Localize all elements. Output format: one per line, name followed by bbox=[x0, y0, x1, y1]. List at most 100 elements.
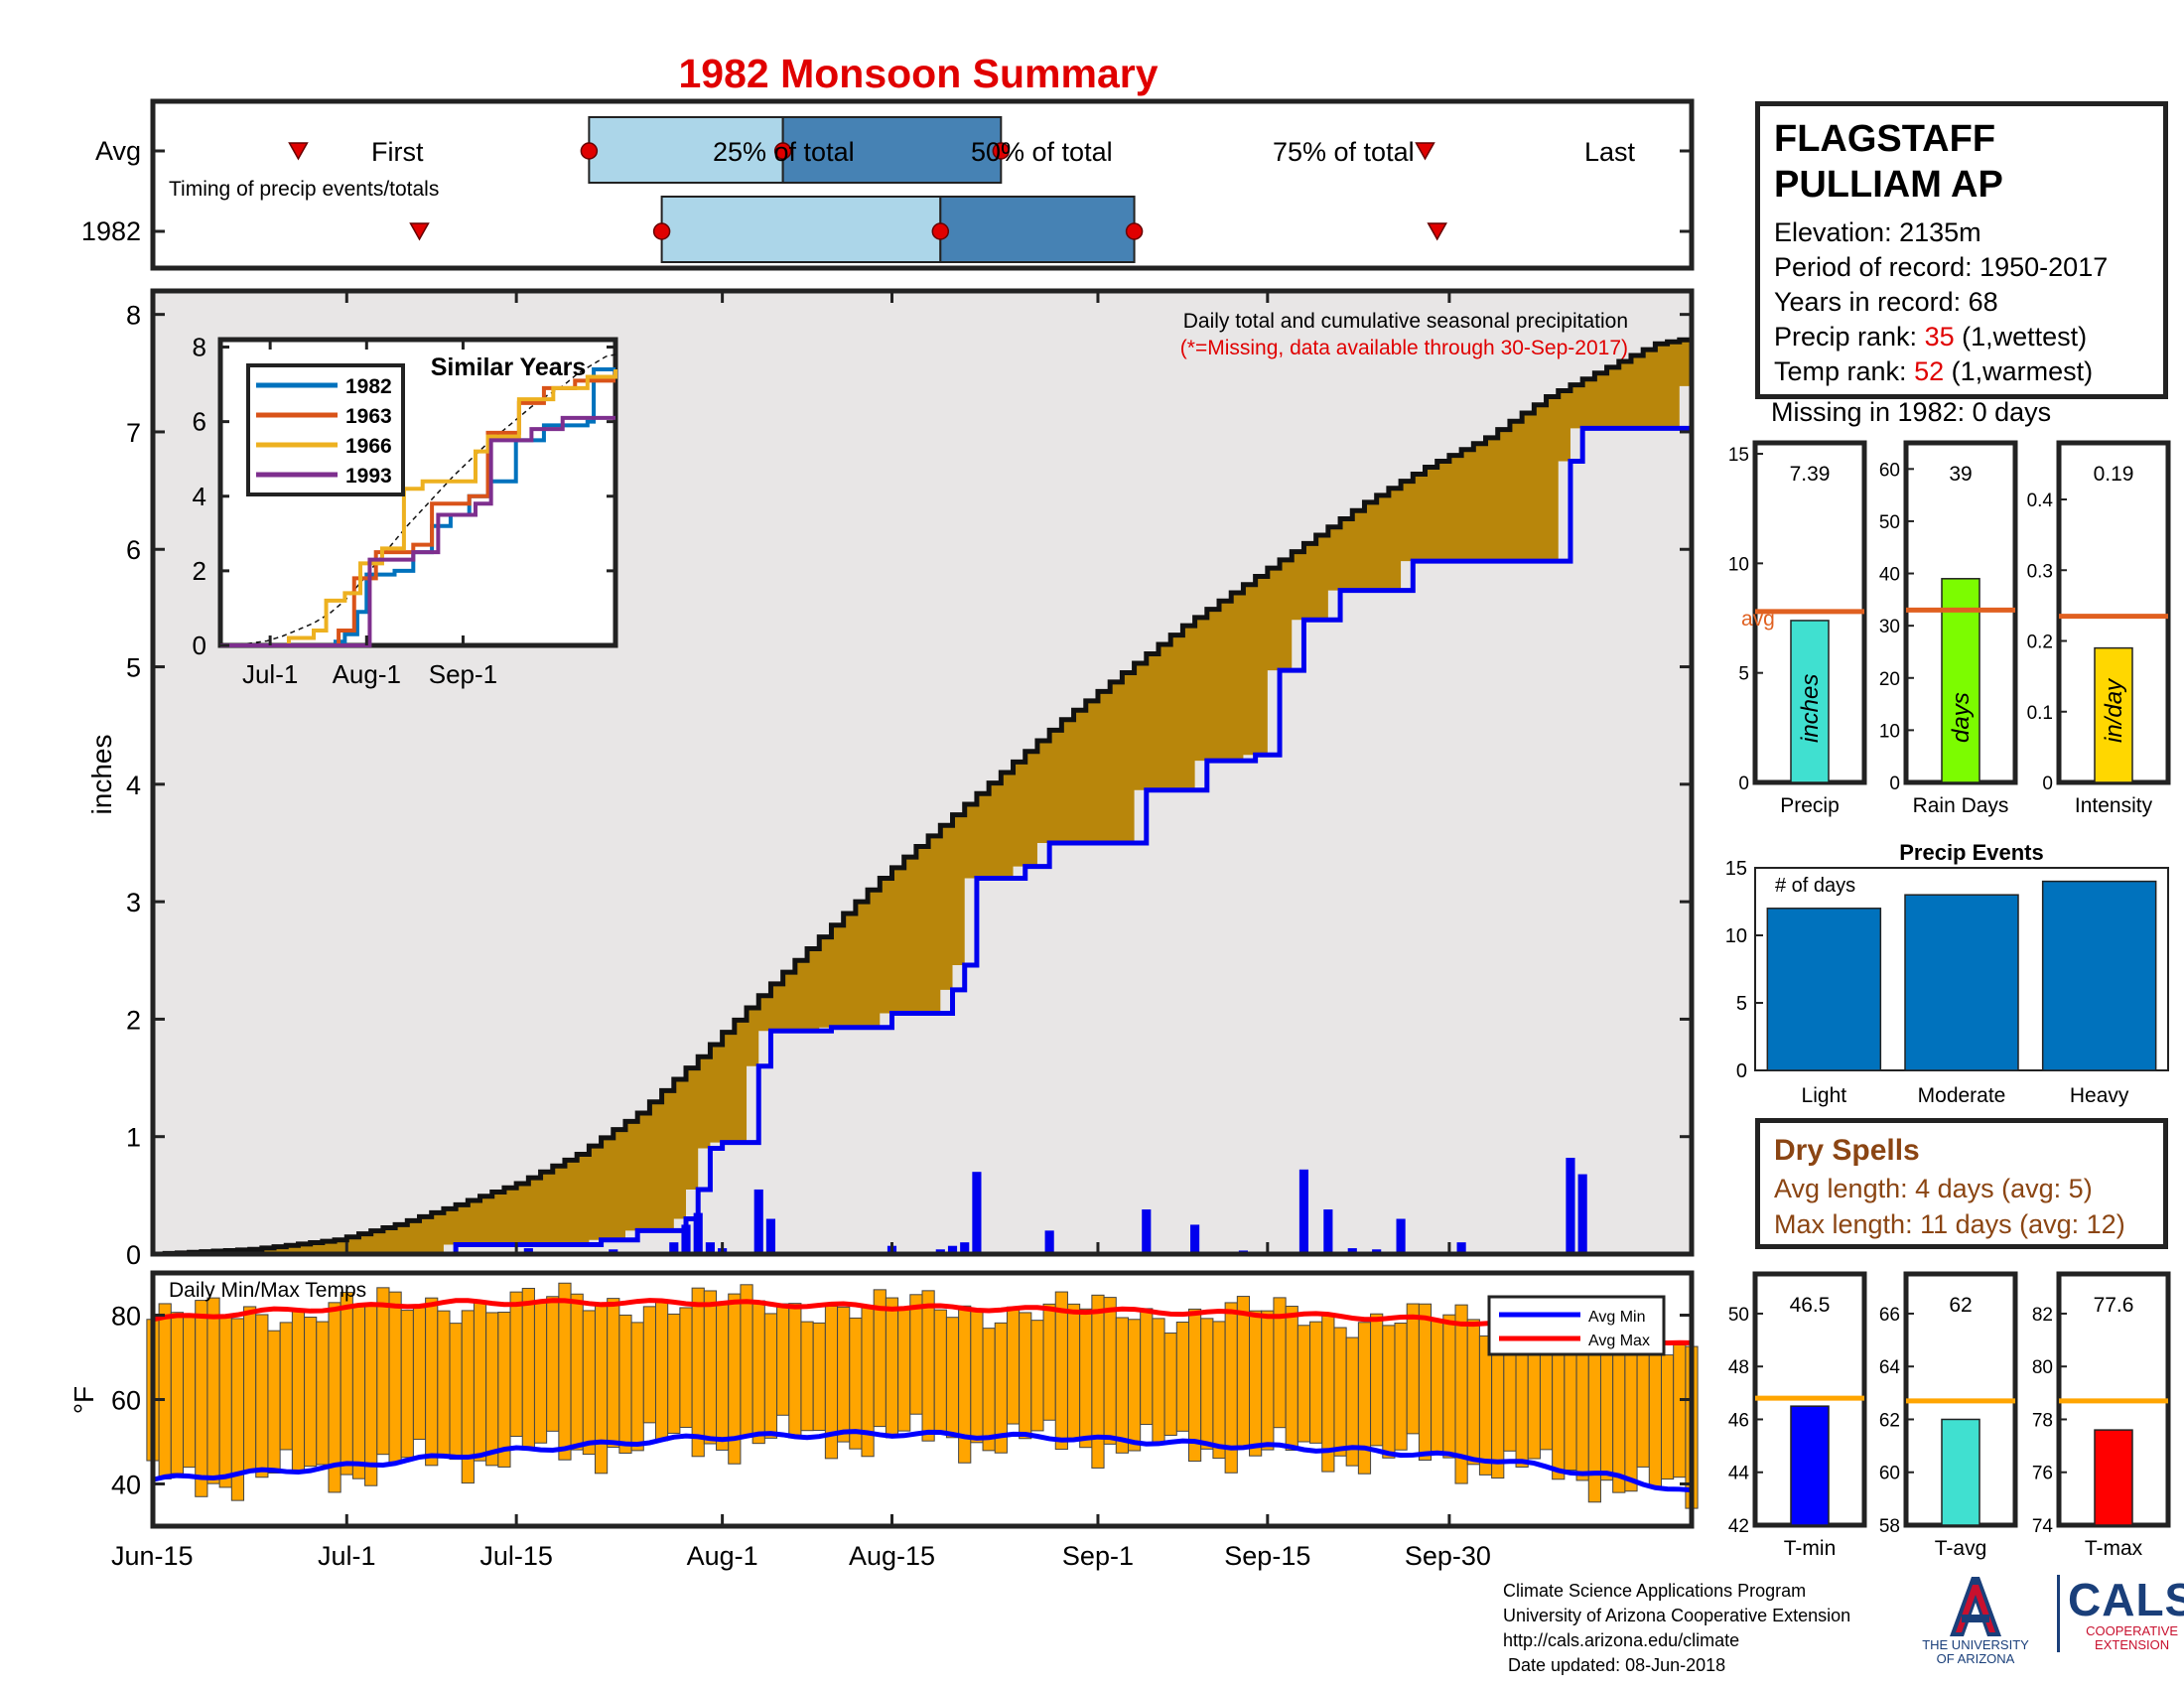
daily-temp-bar bbox=[546, 1296, 560, 1432]
credits-line3: http://cals.arizona.edu/climate bbox=[1503, 1630, 1740, 1650]
daily-temp-bar bbox=[291, 1308, 306, 1474]
cumulative-y-label: inches bbox=[86, 735, 117, 815]
precip-event-category: Moderate bbox=[1918, 1084, 2006, 1107]
daily-temp-bar bbox=[558, 1282, 572, 1461]
summary-y-tick-label: 82 bbox=[2032, 1305, 2053, 1326]
daily-temp-bar bbox=[1309, 1321, 1323, 1444]
cumulative-panel: 0 1 2 3 4 5 6 7 8 Daily total and cumulative sea… bbox=[86, 288, 1695, 1270]
ua-name: THE UNIVERSITY OF ARIZONA bbox=[1922, 1637, 2029, 1666]
daily-temp-bar bbox=[812, 1322, 826, 1432]
summary-panel-t-max: 77.6 74 76 78 80 82 T-max bbox=[2032, 1271, 2171, 1560]
credits-line2: University of Arizona Cooperative Extens… bbox=[1503, 1606, 1851, 1625]
cumulative-y-tick-label: 8 bbox=[126, 301, 141, 331]
summary-value-label: 62 bbox=[1949, 1294, 1972, 1317]
daily-temp-bar bbox=[1382, 1325, 1396, 1459]
summary-category-label: Intensity bbox=[2075, 794, 2153, 817]
inset-y-tick-label: 8 bbox=[193, 333, 206, 362]
timing-marker-circle bbox=[652, 222, 671, 240]
daily-temp-bar bbox=[267, 1330, 281, 1474]
cumulative-y-tick-label: 3 bbox=[126, 888, 141, 917]
station-name-line2: PULLIAM AP bbox=[1774, 164, 2003, 206]
precip-rank-label: Precip rank: bbox=[1774, 322, 1925, 352]
summary-y-tick-label: 0.2 bbox=[2027, 633, 2053, 653]
station-years: Years in record: 68 bbox=[1774, 287, 1998, 317]
summary-y-tick-label: 40 bbox=[1879, 565, 1900, 586]
temp-y-tick-label: 80 bbox=[111, 1302, 141, 1332]
daily-temp-bar bbox=[1370, 1313, 1384, 1447]
summary-temps-panels: 46.5 42 44 46 48 50 T-min 62 58 60 62 64 66 T-avg 77.6… bbox=[1728, 1271, 2171, 1560]
daily-temp-bar bbox=[243, 1306, 257, 1472]
daily-temp-bar bbox=[437, 1310, 451, 1459]
timing-panel: Avg 1982 Timing of precip events/totals … bbox=[81, 98, 1695, 271]
summary-y-tick-label: 78 bbox=[2032, 1410, 2053, 1431]
daily-temp-bar bbox=[183, 1316, 197, 1469]
inset-x-tick-label: Jul-1 bbox=[242, 659, 298, 689]
daily-temp-bar bbox=[970, 1310, 984, 1444]
summary-avg-label: avg bbox=[1741, 608, 1775, 631]
daily-precip-bar bbox=[765, 1218, 776, 1254]
daily-precip-bar bbox=[1347, 1248, 1357, 1254]
avg-min-temp-line bbox=[152, 1429, 1693, 1493]
daily-temp-bar bbox=[376, 1287, 390, 1456]
inset-x-tick-label: Sep-1 bbox=[429, 659, 497, 689]
summary-value-bar bbox=[2094, 646, 2133, 783]
daily-temp-bar bbox=[195, 1300, 208, 1497]
station-info-box: FLAGSTAFF PULLIAM AP Elevation: 2135m Pe… bbox=[1755, 101, 2168, 399]
timing-band-50-75 bbox=[781, 116, 1003, 184]
daily-precip-bar bbox=[947, 1245, 958, 1254]
timing-marker-circle bbox=[1125, 222, 1144, 240]
inset-ticks: 0 2 4 6 8 Jul-1 Aug-1 Sep-1 bbox=[193, 333, 615, 689]
precip-event-bar bbox=[1904, 894, 2019, 1071]
date-tick-label: Jun-15 bbox=[111, 1541, 194, 1571]
timing-marker-triangle bbox=[1415, 142, 1435, 161]
daily-temp-bar bbox=[933, 1309, 947, 1434]
dry-spells-title: Dry Spells bbox=[1774, 1134, 1920, 1167]
daily-temp-bar bbox=[788, 1303, 802, 1439]
credits-line4: Date updated: 08-Jun-2018 bbox=[1503, 1655, 1726, 1675]
daily-temp-bar bbox=[1054, 1291, 1068, 1451]
summary-y-tick-label: 62 bbox=[1879, 1410, 1900, 1431]
daily-temp-bar bbox=[412, 1307, 427, 1441]
cals-wordmark: CALS bbox=[2068, 1574, 2184, 1625]
daily-temp-bar bbox=[1394, 1323, 1408, 1451]
summary-bar-unit: in/day bbox=[2101, 677, 2127, 743]
daily-temp-bar bbox=[570, 1293, 584, 1451]
daily-temp-bar bbox=[716, 1302, 730, 1451]
daily-precip-bar bbox=[1577, 1174, 1587, 1254]
inset-series-line bbox=[220, 415, 615, 647]
summary-category-label: Rain Days bbox=[1913, 794, 2009, 817]
precip-event-category: Heavy bbox=[2070, 1084, 2129, 1107]
precip-rank-value: 35 bbox=[1924, 322, 1955, 352]
date-tick-label: Sep-30 bbox=[1405, 1541, 1491, 1571]
daily-temp-bar bbox=[1115, 1317, 1129, 1454]
temps-y-label: °F bbox=[68, 1386, 99, 1414]
summary-precip-panels: 7.39 0 5 10 15 Precip inches avg 39 0 10 20 30 40 50 60… bbox=[1728, 440, 2171, 817]
daily-precip-bar bbox=[1298, 1169, 1309, 1254]
summary-y-tick-label: 20 bbox=[1879, 669, 1900, 690]
daily-temp-bar bbox=[473, 1300, 487, 1462]
summary-bar-unit: inches bbox=[1797, 674, 1824, 743]
daily-temp-bar bbox=[1200, 1318, 1214, 1450]
daily-temp-bar bbox=[533, 1301, 548, 1444]
daily-temp-bar bbox=[351, 1303, 366, 1479]
station-period: Period of record: 1950-2017 bbox=[1774, 252, 2109, 282]
inset-legend-label: 1993 bbox=[345, 465, 392, 488]
daily-temp-bar bbox=[800, 1321, 814, 1432]
daily-temp-bar bbox=[340, 1292, 353, 1476]
daily-temp-bar bbox=[449, 1323, 463, 1461]
precip-events-title: Precip Events bbox=[1899, 840, 2044, 865]
daily-temp-bar bbox=[1091, 1294, 1105, 1469]
daily-temp-bar bbox=[607, 1298, 620, 1449]
timing-marker-circle bbox=[580, 142, 599, 160]
summary-panel-precip: 7.39 0 5 10 15 Precip inches avg bbox=[1728, 440, 1867, 817]
credits-line1: Climate Science Applications Program bbox=[1503, 1581, 1807, 1601]
daily-precip-bar bbox=[1044, 1230, 1054, 1254]
daily-temp-bar bbox=[642, 1306, 656, 1424]
daily-temp-bar bbox=[630, 1322, 644, 1452]
cumulative-y-tick-label: 2 bbox=[126, 1005, 141, 1035]
daily-temp-bar bbox=[1127, 1319, 1142, 1452]
university-of-arizona-logo bbox=[1950, 1577, 2001, 1636]
timing-marker-circle bbox=[992, 142, 1011, 160]
daily-precip-bar bbox=[1396, 1218, 1406, 1254]
summary-y-tick-label: 10 bbox=[1879, 721, 1900, 742]
